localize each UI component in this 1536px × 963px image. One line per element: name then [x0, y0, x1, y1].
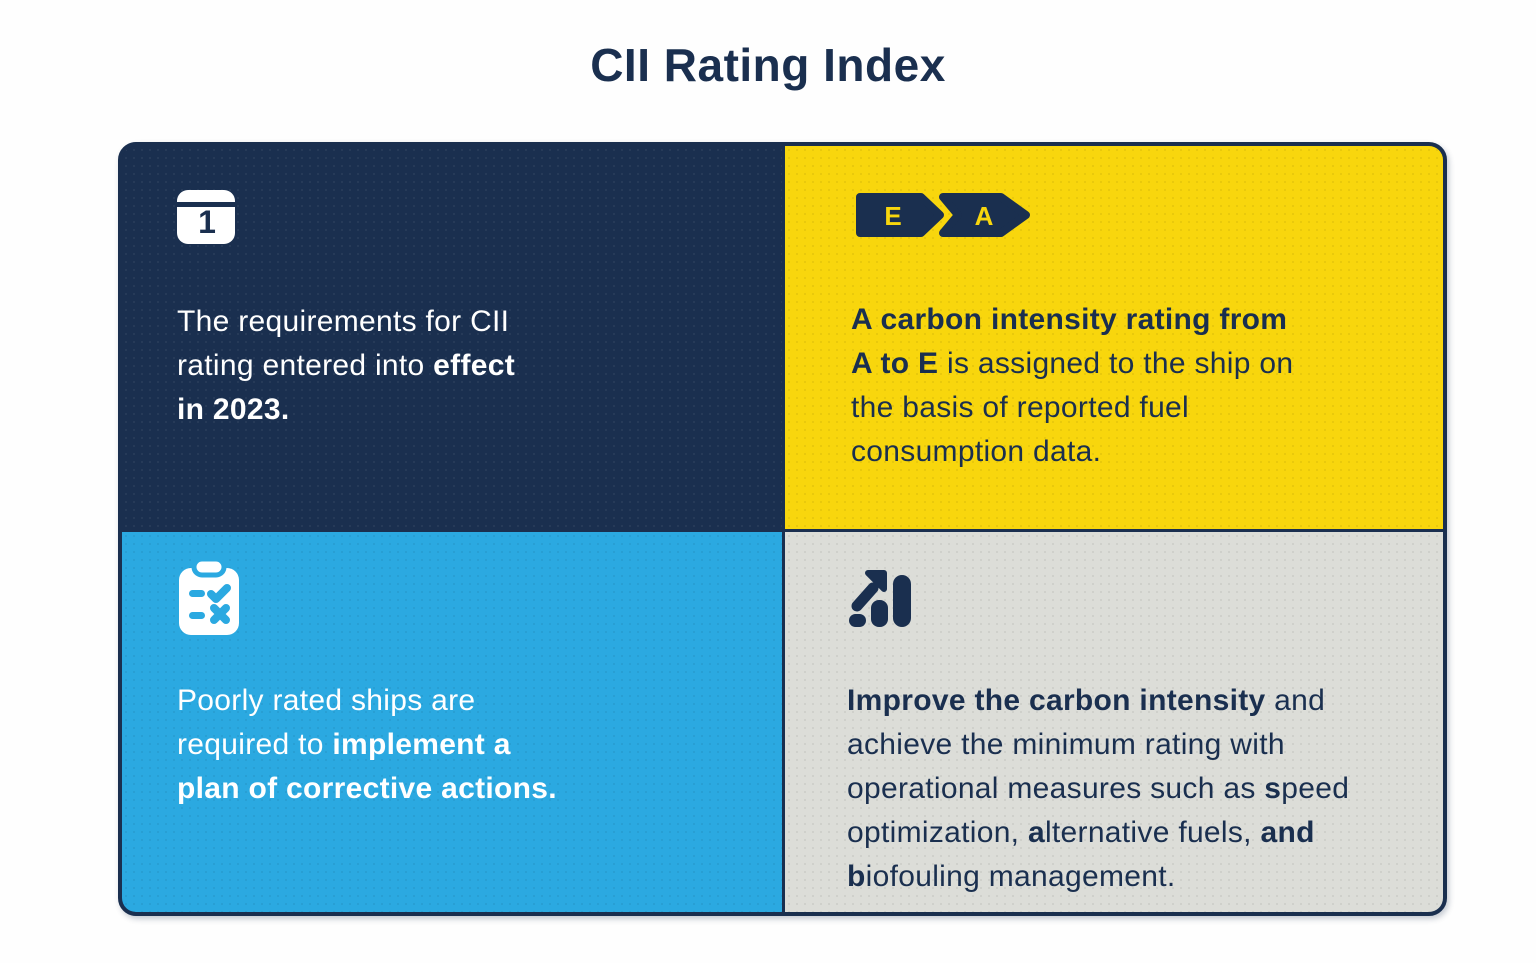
page-title: CII Rating Index: [590, 39, 946, 91]
quadrant-improve-carbon-intensity: Improve the carbon intensity and achieve …: [785, 532, 1443, 912]
bar-chart-up-arrow-icon: [847, 565, 1403, 632]
badge-letter-e: E: [884, 201, 901, 231]
corrective-actions-text: Poorly rated ships are required to implem…: [177, 684, 557, 805]
rating-scale-e-to-a-icon: E A: [851, 192, 1403, 243]
quadrant-carbon-intensity-rating: E A A carbon intensity rating from A to E…: [785, 146, 1443, 529]
badge-letter-a: A: [975, 201, 994, 231]
quadrant-cii-requirements: 1 The requirements for CII rating entered…: [122, 146, 782, 529]
rating-text: A carbon intensity rating from A to E is …: [851, 303, 1294, 468]
improve-intensity-text: Improve the carbon intensity and achieve …: [847, 684, 1350, 893]
calendar-day-1-icon: 1: [177, 190, 742, 249]
requirements-text: The requirements for CII rating entered i…: [177, 305, 515, 426]
quadrant-corrective-actions: Poorly rated ships are required to implem…: [122, 532, 782, 912]
clipboard-check-cross-icon: [177, 556, 742, 642]
calendar-number: 1: [198, 204, 216, 240]
cii-rating-card: 1 The requirements for CII rating entered…: [118, 142, 1447, 916]
